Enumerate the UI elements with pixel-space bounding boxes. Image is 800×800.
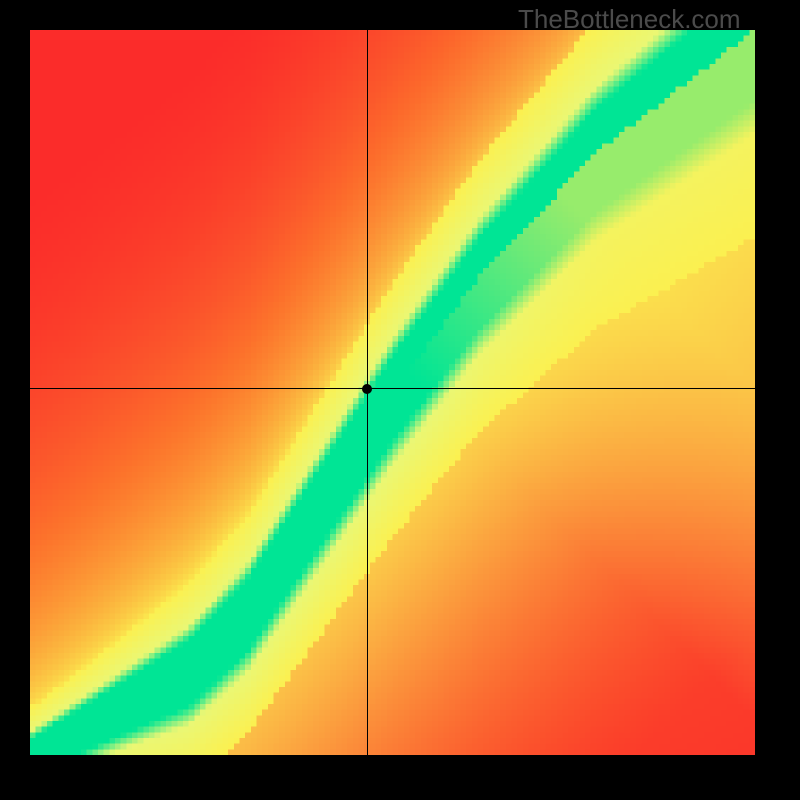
border-bottom xyxy=(0,755,800,800)
border-right xyxy=(755,30,800,800)
heatmap-canvas xyxy=(30,30,755,755)
watermark-text: TheBottleneck.com xyxy=(518,4,741,35)
crosshair-horizontal xyxy=(30,388,755,389)
crosshair-dot xyxy=(362,384,372,394)
chart-container: TheBottleneck.com xyxy=(0,0,800,800)
